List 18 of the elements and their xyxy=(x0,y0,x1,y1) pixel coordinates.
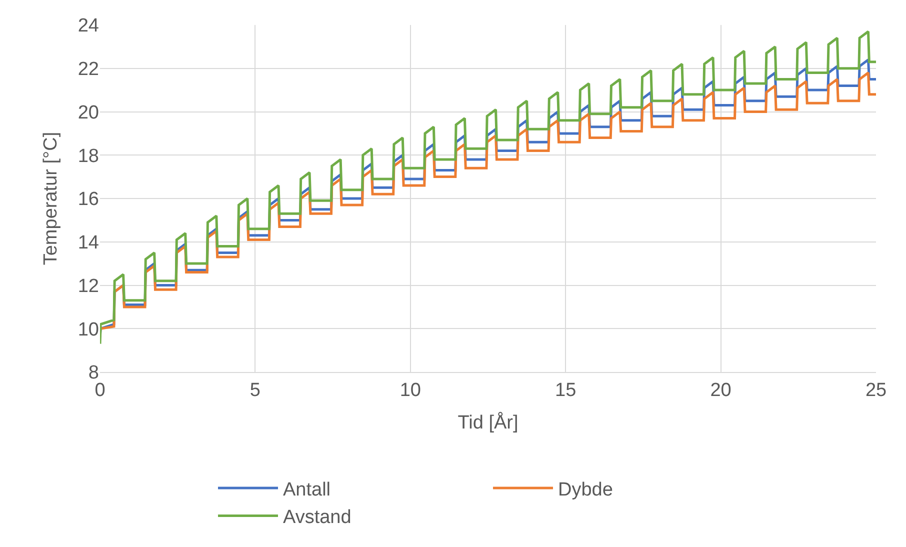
y-axis-title: Temperatur [°C] xyxy=(40,132,62,266)
y-tick-label: 12 xyxy=(78,276,99,297)
x-tick-label: 15 xyxy=(555,380,576,401)
y-tick-label: 20 xyxy=(78,102,99,124)
y-tick-label: 16 xyxy=(78,189,99,210)
legend-label: Dybde xyxy=(558,479,613,500)
legend-label: Avstand xyxy=(283,507,352,528)
x-tick-label: 20 xyxy=(710,380,732,401)
x-axis-title: Tid [År] xyxy=(458,412,518,434)
legend-label: Antall xyxy=(283,479,331,500)
x-tick-label: 25 xyxy=(865,380,887,401)
x-tick-label: 5 xyxy=(250,380,260,401)
y-tick-label: 14 xyxy=(78,232,100,254)
y-tick-label: 18 xyxy=(78,146,99,167)
y-tick-label: 24 xyxy=(78,16,100,37)
x-tick-label: 10 xyxy=(400,380,421,401)
y-tick-label: 22 xyxy=(78,59,99,80)
y-tick-label: 10 xyxy=(78,319,99,340)
